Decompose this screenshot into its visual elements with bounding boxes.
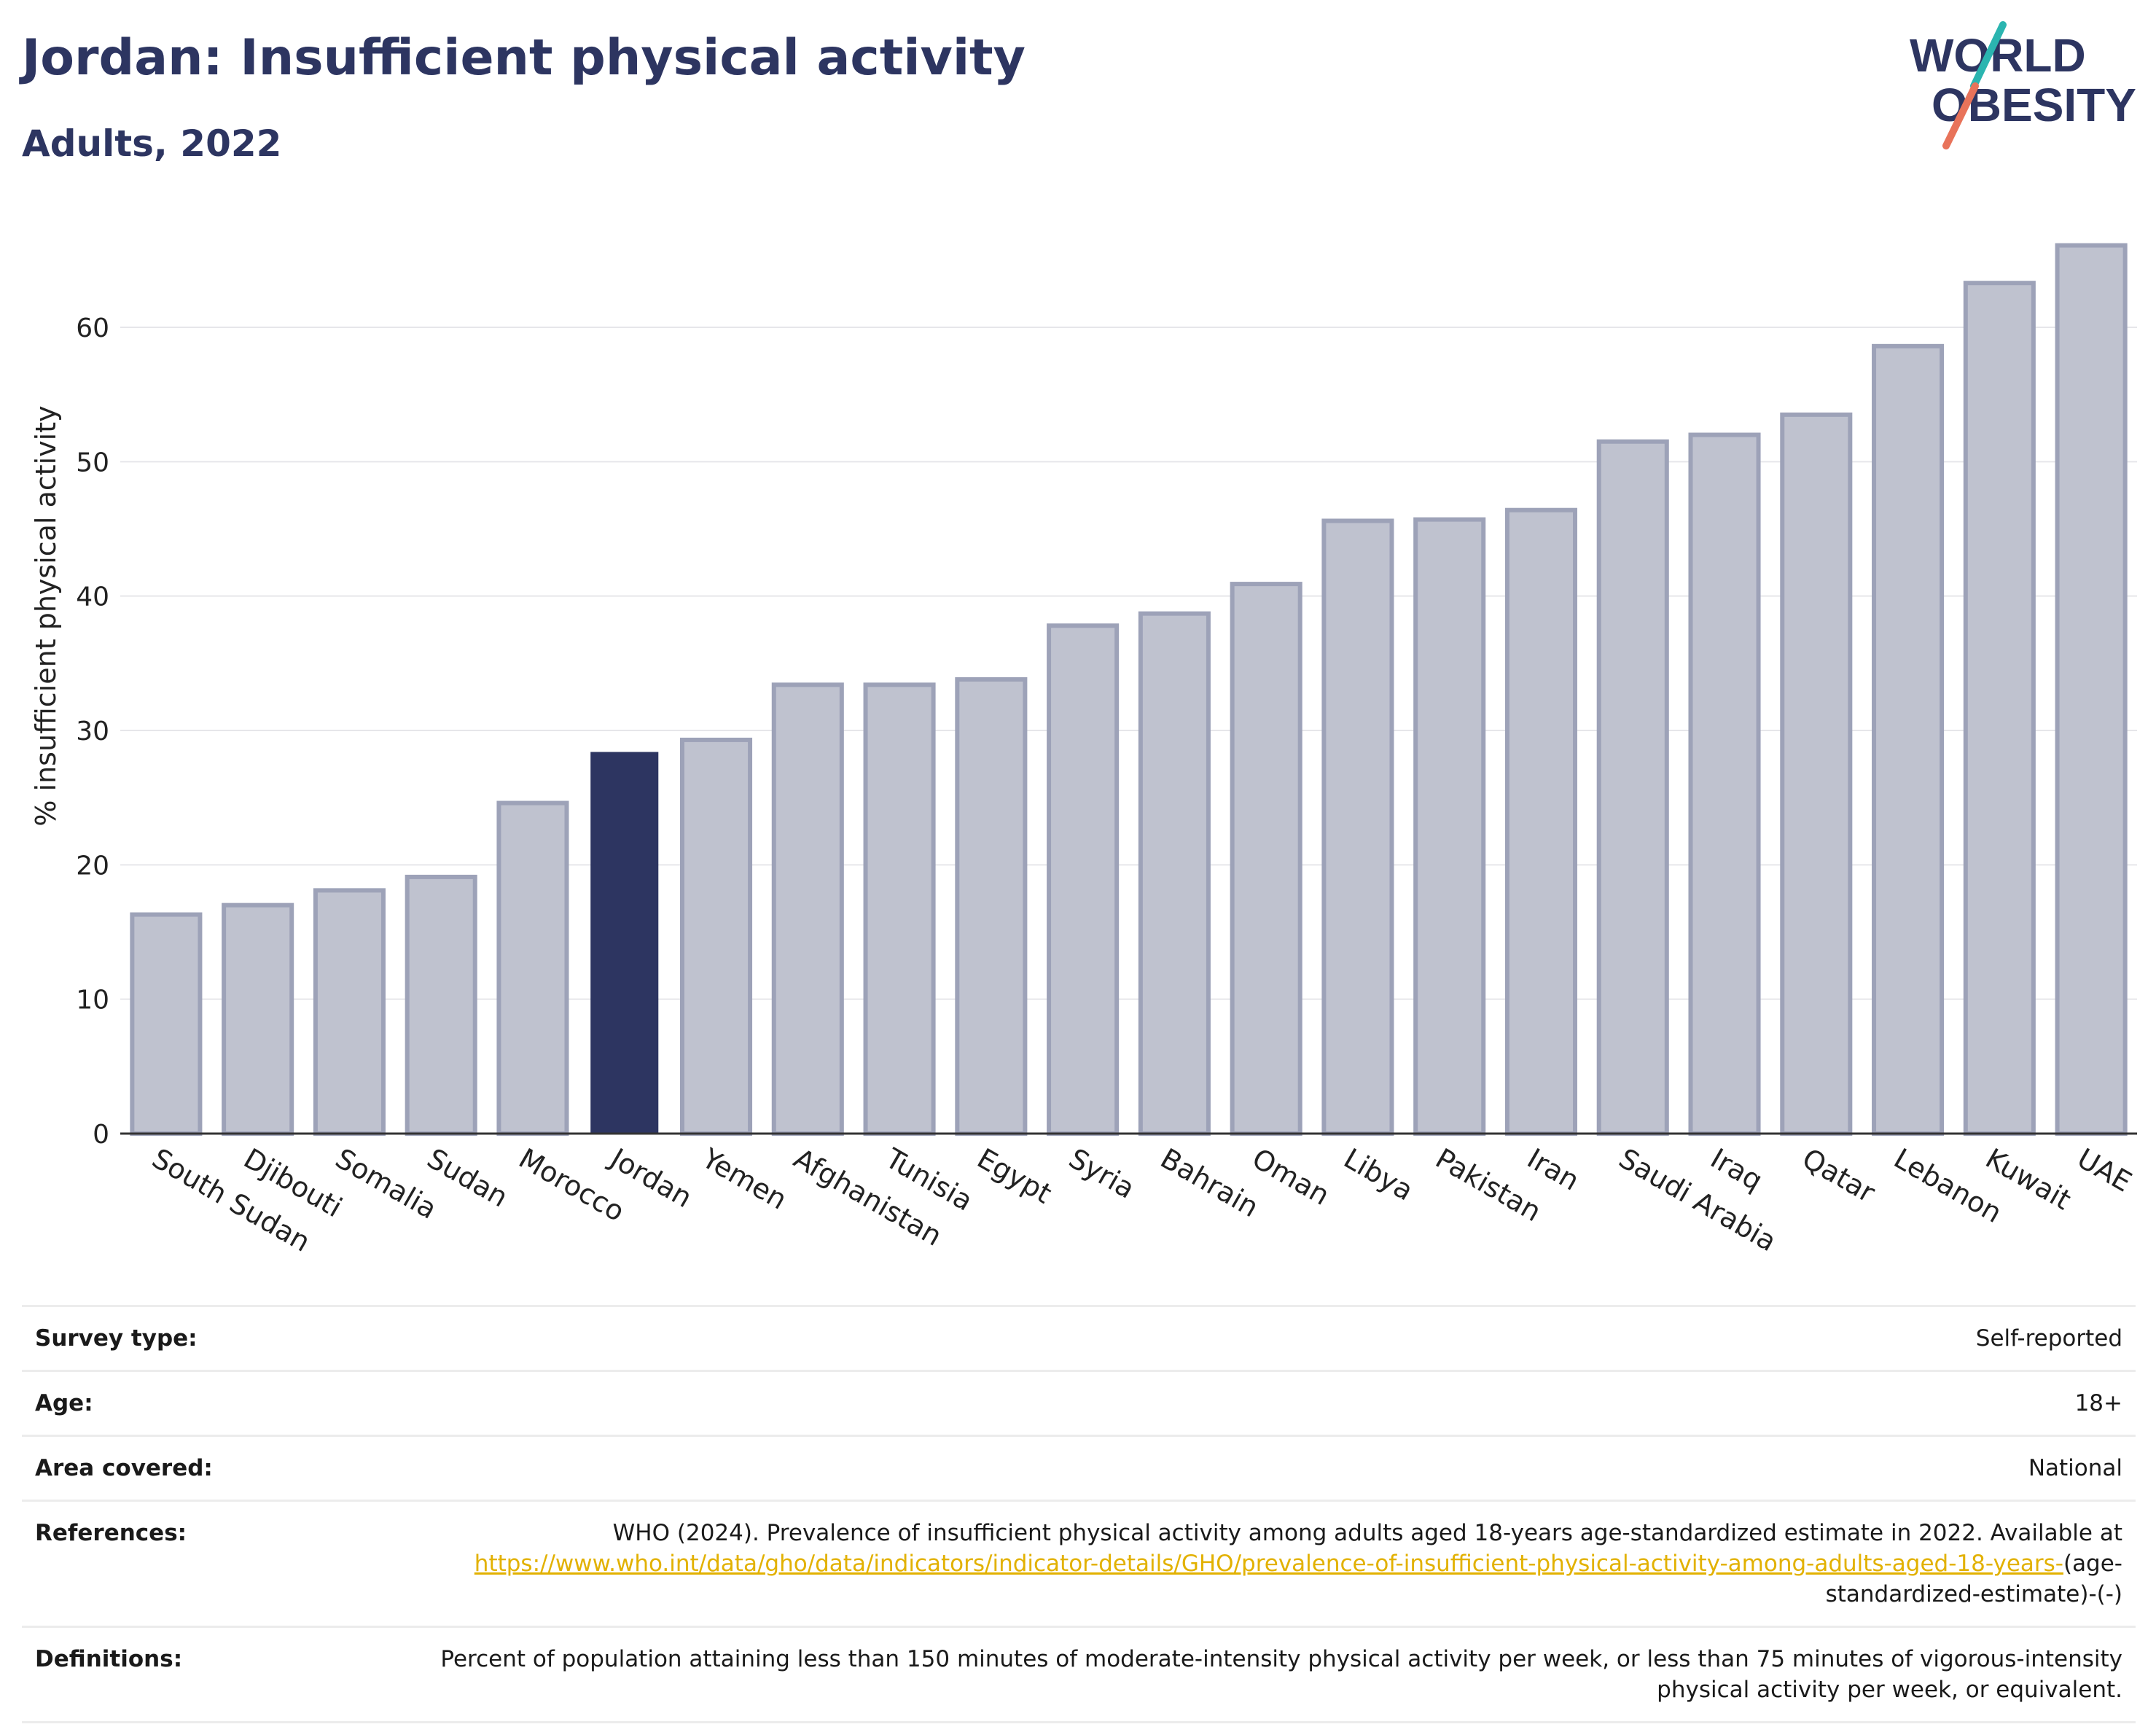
info-row-references: References: WHO (2024). Prevalence of in…: [22, 1500, 2136, 1627]
info-row-area: Area covered: National: [22, 1435, 2136, 1501]
x-tick-label: Pakistan: [1430, 1142, 1547, 1228]
age-value: 18+: [2074, 1390, 2122, 1416]
survey-type-value: Self-reported: [1975, 1325, 2122, 1352]
logo-slash-coral: [1942, 82, 1979, 149]
x-tick-label: Syria: [1063, 1142, 1140, 1205]
logo-slash-teal: [1970, 21, 2007, 90]
y-tick-label: 40: [76, 582, 109, 612]
bar-chart: 0 10 20 30 40 50 60 South SudanDjiboutiSomalia…: [30, 243, 2137, 1258]
info-row-definitions: Definitions: Percent of population attai…: [22, 1626, 2136, 1723]
x-tick-label: Morocco: [513, 1142, 630, 1228]
area-label: Area covered:: [35, 1455, 213, 1481]
bars: [130, 243, 2128, 1136]
y-tick-label: 60: [76, 313, 109, 343]
y-tick-label: 50: [76, 448, 109, 477]
x-tick-label: Egypt: [972, 1142, 1057, 1210]
bar-afghanistan: [771, 682, 844, 1136]
bar-morocco: [496, 800, 569, 1136]
y-tick-label: 10: [76, 986, 109, 1015]
bar-pakistan: [1413, 517, 1486, 1136]
y-tick-label: 30: [76, 717, 109, 746]
x-tick-label: Libya: [1338, 1142, 1418, 1207]
bar-somalia: [313, 888, 386, 1136]
definitions-value: Percent of population attaining less tha…: [440, 1646, 2122, 1703]
y-axis-ticks: 0 10 20 30 40 50 60: [76, 313, 109, 1150]
x-tick-label: Saudi Arabia: [1614, 1142, 1782, 1258]
bar-iran: [1504, 507, 1578, 1136]
bar-qatar: [1780, 412, 1853, 1136]
x-tick-label: UAE: [2072, 1142, 2137, 1198]
page-subtitle: Adults, 2022: [22, 122, 282, 165]
bar-bahrain: [1138, 611, 1211, 1136]
references-text: WHO (2024). Prevalence of insufficient p…: [612, 1520, 2122, 1546]
x-tick-label: Iraq: [1706, 1142, 1768, 1197]
y-tick-label: 0: [93, 1120, 109, 1150]
bar-jordan: [590, 752, 659, 1134]
survey-type-label: Survey type:: [35, 1325, 198, 1352]
references-link[interactable]: https://www.who.int/data/gho/data/indica…: [474, 1551, 2063, 1577]
area-value: National: [2028, 1455, 2122, 1481]
bar-yemen: [679, 737, 753, 1136]
y-axis-label: % insufficient physical activity: [30, 405, 62, 826]
x-tick-label: Iran: [1522, 1142, 1585, 1197]
bar-syria: [1047, 623, 1120, 1136]
x-tick-label: Yemen: [696, 1142, 792, 1216]
bar-egypt: [955, 677, 1028, 1136]
x-tick-label: Somalia: [330, 1142, 442, 1225]
references-label: References:: [35, 1520, 187, 1546]
bar-lebanon: [1872, 343, 1945, 1136]
world-obesity-logo: WORLD OBESITY: [1910, 21, 2136, 149]
info-row-survey-type: Survey type: Self-reported: [22, 1306, 2136, 1371]
page-title: Jordan: Insufficient physical activity: [22, 29, 1026, 87]
x-tick-label: Bahrain: [1155, 1142, 1264, 1224]
bar-libya: [1321, 518, 1394, 1136]
bar-tunisia: [863, 682, 936, 1136]
bar-kuwait: [1963, 281, 2036, 1136]
x-tick-label: South Sudan: [147, 1142, 316, 1258]
definitions-label: Definitions:: [35, 1646, 183, 1672]
x-tick-label: Qatar: [1797, 1142, 1880, 1209]
info-row-age: Age: 18+: [22, 1371, 2136, 1436]
bar-saudi-arabia: [1596, 439, 1669, 1136]
bar-uae: [2055, 243, 2128, 1136]
references-suffix: (age-standardized-estimate)-(-): [1825, 1551, 2122, 1607]
bar-south-sudan: [130, 912, 203, 1136]
bar-sudan: [405, 874, 477, 1136]
references-value: WHO (2024). Prevalence of insufficient p…: [413, 1501, 2136, 1627]
age-label: Age:: [35, 1390, 93, 1416]
info-table: Survey type: Self-reported Age: 18+ Area…: [22, 1305, 2136, 1723]
y-tick-label: 20: [76, 851, 109, 881]
bar-djibouti: [222, 902, 294, 1136]
bar-oman: [1230, 582, 1302, 1136]
bar-iraq: [1688, 432, 1761, 1136]
